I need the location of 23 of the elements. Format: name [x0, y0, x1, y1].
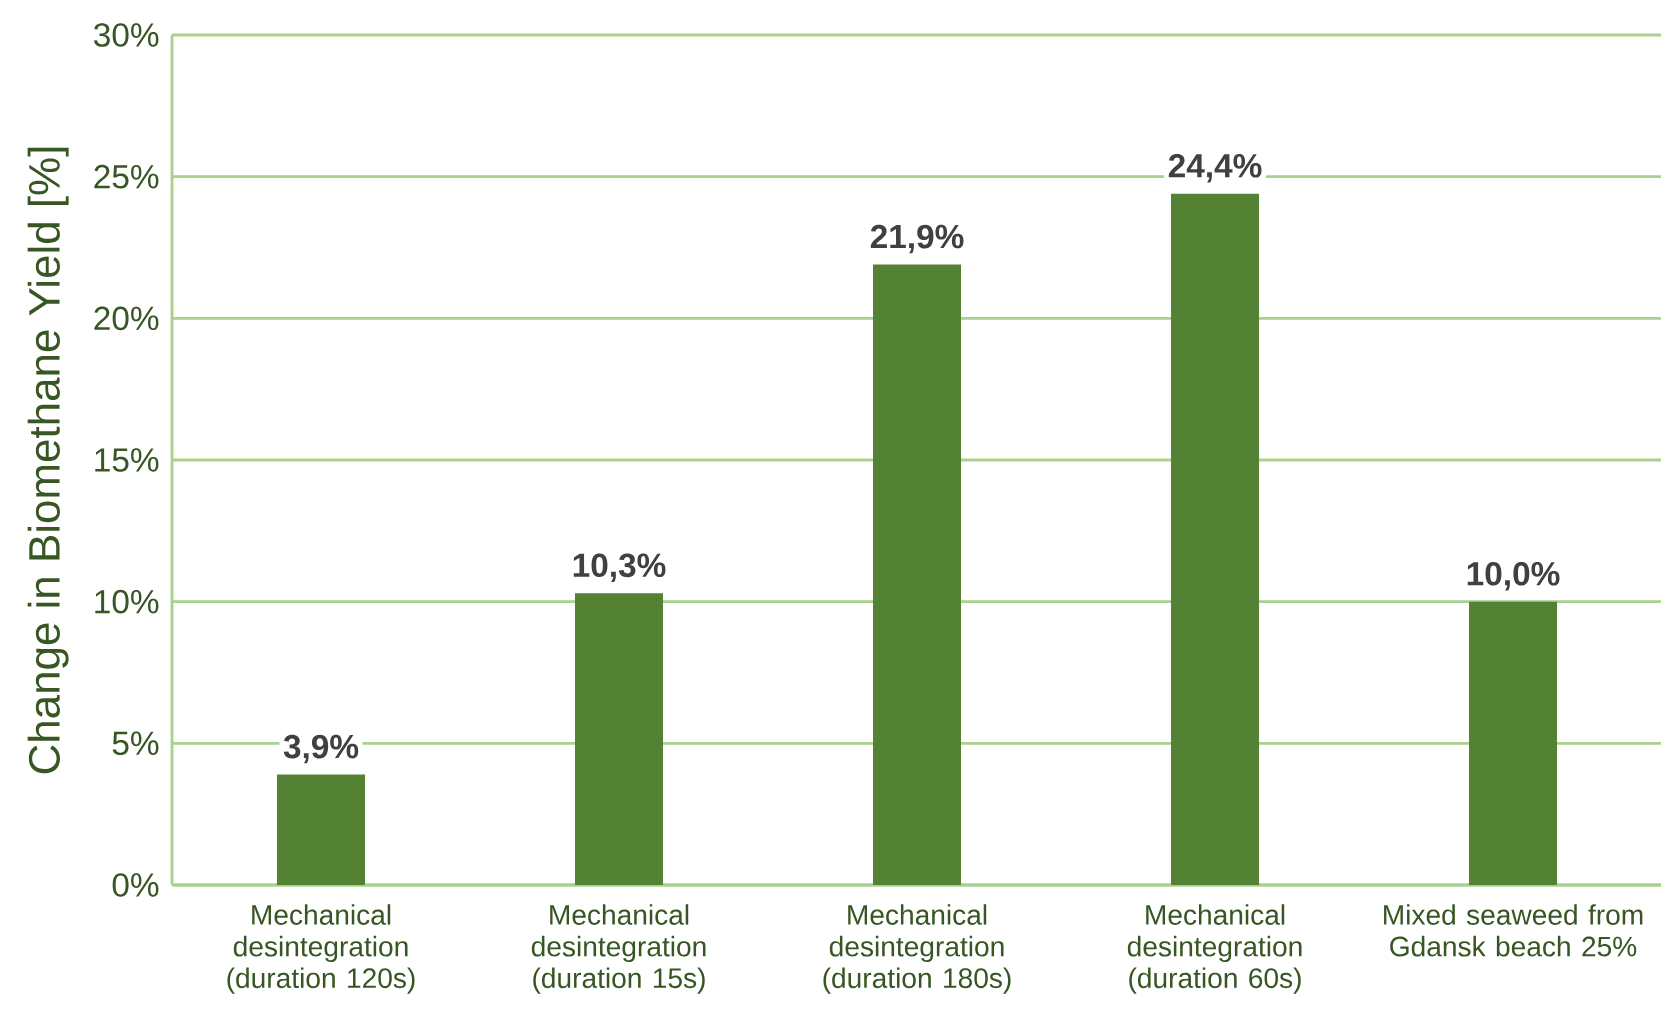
y-tick-label: 20% — [94, 306, 159, 331]
y-tick-label: 5% — [112, 731, 159, 756]
x-tick-label: Mechanical desintegration (duration 60s) — [1127, 904, 1302, 994]
data-label: 3,9% — [283, 734, 359, 764]
data-label: 21,9% — [870, 224, 964, 254]
bar — [1469, 601, 1558, 886]
y-tick-label: 10% — [95, 589, 159, 614]
y-tick-label: 15% — [95, 448, 159, 472]
y-tick-label: 25% — [94, 164, 159, 189]
bar — [1171, 193, 1260, 886]
y-tick-label: 30% — [94, 23, 159, 47]
x-tick-label: Mechanical desintegration (duration 15s) — [531, 904, 706, 994]
bar — [277, 774, 366, 886]
data-label: 10,0% — [1467, 561, 1560, 591]
x-tick-label: Mechanical desintegration (duration 120s) — [227, 904, 415, 994]
y-tick-label: 0% — [112, 873, 159, 897]
x-tick-label: Mixed seaweed from Gdansk beach 25% — [1384, 904, 1643, 957]
data-label: 10,3% — [573, 553, 666, 582]
bar — [873, 264, 962, 886]
y-axis-title: Change in Biomethane Yield [%] — [27, 147, 69, 774]
bar — [575, 593, 664, 886]
x-tick-label: Mechanical desintegration (duration 180s) — [823, 904, 1011, 994]
data-label: 24,4% — [1168, 153, 1262, 183]
